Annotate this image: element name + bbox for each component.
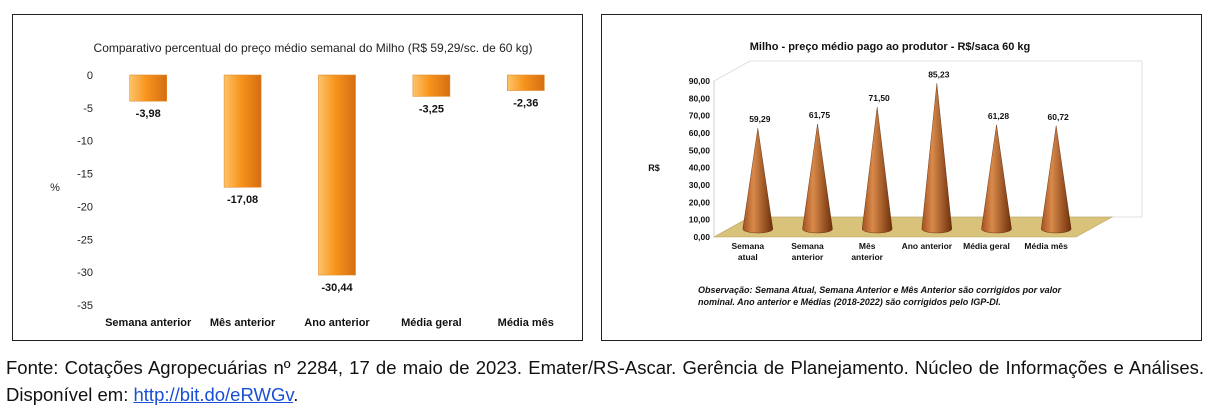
bars: [129, 74, 545, 276]
category-label: Ano anterior: [304, 317, 370, 329]
cone: [742, 128, 774, 234]
category-label: Semana anterior: [105, 317, 192, 329]
data-label: 61,28: [988, 111, 1010, 121]
category-label: anterior: [851, 252, 883, 262]
y-tick-label: -30: [77, 267, 93, 279]
y-tick-label: 50,00: [689, 145, 711, 155]
y-tick-label: -35: [77, 300, 93, 312]
left-chart-panel: Comparativo percentual do preço médio se…: [12, 14, 583, 341]
y-tick-labels: 0 -5 -10 -15 -20 -25 -30 -35: [77, 70, 93, 312]
category-labels: Semana anterior Mês anterior Ano anterior M…: [105, 317, 554, 329]
y-tick-label: 70,00: [689, 111, 711, 121]
category-label: Ano anterior: [902, 241, 953, 251]
category-labels: SemanaatualSemanaanteriorMêsanteriorAno …: [732, 241, 1069, 262]
y-tick-label: -20: [77, 201, 93, 213]
y-tick-label: 0: [87, 70, 93, 82]
observation-note: Observação: Semana Atual, Semana Anterio…: [698, 285, 1062, 307]
data-label: 85,23: [928, 69, 950, 79]
y-tick-label: -10: [77, 136, 93, 148]
data-label: -3,25: [419, 103, 444, 115]
right-chart-panel: Milho - preço médio pago ao produtor - R…: [601, 14, 1202, 341]
data-labels: 59,29 61,75 71,50 85,23 61,28 60,72: [749, 69, 1069, 124]
price-cone-chart: Milho - preço médio pago ao produtor - R…: [648, 41, 1143, 307]
y-axis-label: R$: [648, 163, 660, 173]
y-tick-labels: 0,00 10,00 20,00 30,00 40,00 50,00 60,00 70,00 8…: [689, 76, 711, 242]
category-label: Mês anterior: [210, 317, 276, 329]
category-label: anterior: [792, 252, 824, 262]
bar: [506, 74, 545, 91]
chart-title: Comparativo percentual do preço médio se…: [94, 41, 533, 55]
category-label: Média mês: [1024, 241, 1068, 251]
category-label: Semana: [791, 241, 824, 251]
y-tick-label: 60,00: [689, 128, 711, 138]
bar: [318, 74, 356, 276]
figure-caption: Fonte: Cotações Agropecuárias nº 2284, 1…: [6, 354, 1204, 408]
y-tick-label: -25: [77, 234, 93, 246]
y-tick-label: 30,00: [689, 180, 711, 190]
cone: [921, 83, 953, 234]
note-line: Observação: Semana Atual, Semana Anterio…: [698, 285, 1062, 295]
y-axis-label: %: [50, 182, 60, 194]
category-label: Média mês: [498, 317, 554, 329]
category-label: Média geral: [963, 241, 1010, 251]
cone: [1040, 125, 1072, 234]
cone: [861, 107, 893, 234]
data-label: 61,75: [809, 110, 831, 120]
cone: [802, 123, 833, 234]
y-tick-label: 0,00: [693, 232, 710, 242]
cones: [742, 83, 1072, 234]
bar: [223, 74, 262, 188]
chart-title: Milho - preço médio pago ao produtor - R…: [750, 41, 1031, 53]
y-tick-label: 40,00: [689, 163, 711, 173]
bar: [129, 74, 167, 102]
data-label: -3,98: [136, 108, 161, 120]
data-label: 59,29: [749, 114, 771, 124]
y-tick-label: 90,00: [689, 76, 711, 86]
source-link[interactable]: http://bit.do/eRWGv: [133, 384, 294, 405]
data-label: -2,36: [513, 98, 538, 110]
category-label: Mês: [859, 241, 876, 251]
caption-end: .: [293, 384, 299, 405]
y-tick-label: 10,00: [689, 215, 711, 225]
category-label: atual: [738, 252, 758, 262]
percent-comparison-chart: Comparativo percentual do preço médio se…: [50, 41, 554, 329]
y-tick-label: 20,00: [689, 197, 711, 207]
category-label: Média geral: [401, 317, 462, 329]
y-tick-label: -5: [83, 103, 93, 115]
note-line: nominal. Ano anterior e Médias (2018-202…: [698, 297, 1001, 307]
y-tick-label: -15: [77, 169, 93, 181]
data-label: 71,50: [869, 93, 891, 103]
caption-text: Fonte: Cotações Agropecuárias nº 2284, 1…: [6, 357, 1204, 405]
bar: [412, 74, 451, 97]
y-tick-label: 80,00: [689, 93, 711, 103]
data-labels: -3,98 -17,08 -30,44 -3,25 -2,36: [136, 98, 539, 295]
data-label: -30,44: [321, 282, 353, 294]
category-label: Semana: [732, 241, 765, 251]
cone: [981, 124, 1012, 234]
data-label: -17,08: [227, 194, 258, 206]
data-label: 60,72: [1048, 112, 1070, 122]
